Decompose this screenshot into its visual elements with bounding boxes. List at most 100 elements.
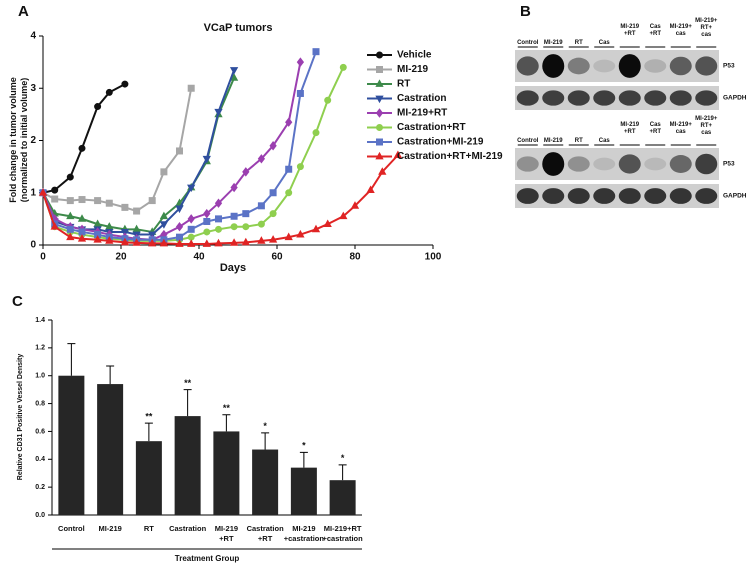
y-tick-label: 0.2 — [35, 484, 45, 491]
x-tick-label: MI-219 — [98, 524, 121, 533]
blot-band — [618, 188, 641, 204]
legend-label: Castration — [397, 93, 446, 104]
significance-label: * — [341, 453, 345, 463]
marker — [175, 239, 184, 247]
marker — [38, 188, 48, 196]
marker — [296, 57, 305, 67]
chart-title: VCaP tumors — [204, 22, 273, 34]
significance-label: ** — [184, 378, 192, 388]
bar — [290, 467, 317, 515]
x-tick-label: RT — [144, 524, 154, 533]
marker — [393, 150, 403, 159]
marker — [121, 203, 129, 211]
blot-band — [593, 59, 616, 73]
marker — [175, 205, 184, 214]
marker — [311, 224, 321, 233]
row-label: GAPDH — [723, 193, 747, 200]
marker — [296, 163, 304, 171]
blot-band — [516, 90, 539, 106]
marker — [50, 222, 59, 230]
y-tick-label: 3 — [30, 83, 36, 94]
marker — [51, 186, 59, 194]
y-tick-label: 0.4 — [35, 456, 45, 463]
marker — [230, 212, 238, 220]
marker — [202, 239, 211, 247]
marker — [175, 221, 184, 232]
blot-band — [567, 57, 590, 75]
marker — [187, 239, 196, 247]
significance-label: * — [263, 421, 267, 431]
marker — [187, 184, 196, 193]
blot-band — [516, 56, 539, 76]
marker — [66, 225, 74, 233]
marker — [187, 84, 195, 92]
line — [42, 83, 126, 194]
legend-marker — [375, 79, 384, 87]
marker — [378, 167, 387, 175]
marker — [339, 63, 347, 71]
row-label: P53 — [723, 63, 735, 70]
marker — [257, 220, 265, 228]
marker — [285, 117, 293, 127]
error-bar — [67, 343, 76, 376]
marker — [350, 201, 360, 209]
marker — [187, 233, 195, 241]
lane-label: Control — [517, 40, 539, 46]
significance-label: ** — [145, 411, 153, 421]
marker — [203, 208, 211, 219]
marker — [78, 144, 86, 152]
blot-band — [567, 188, 590, 204]
marker — [133, 207, 141, 215]
marker — [229, 67, 239, 75]
lane-label: Cas +RT — [649, 122, 661, 135]
blot-band — [644, 157, 667, 171]
row-label: GAPDH — [723, 95, 747, 102]
marker — [77, 214, 87, 222]
marker — [66, 197, 74, 205]
y-tick-label: 1.2 — [35, 345, 45, 352]
blot-band — [618, 90, 641, 106]
marker — [51, 195, 59, 203]
lane-label: MI-219+ cas — [670, 122, 693, 135]
marker — [339, 211, 348, 220]
marker — [78, 196, 86, 204]
marker — [269, 210, 277, 218]
marker — [285, 189, 293, 197]
blot-band — [669, 155, 692, 173]
y-tick-label: 0 — [30, 240, 36, 251]
lane-label: MI-219+ RT+ cas — [695, 116, 718, 136]
marker — [105, 88, 113, 96]
x-tick-label: MI-219 +RT — [215, 524, 238, 543]
lane-label: Cas — [599, 138, 611, 144]
blot-band — [695, 56, 718, 76]
marker — [214, 198, 223, 208]
marker — [105, 199, 113, 207]
bar — [135, 441, 162, 515]
blot-band — [542, 188, 565, 204]
bar — [97, 384, 124, 515]
bar — [58, 375, 85, 515]
blot-band — [644, 188, 667, 204]
blot-band — [644, 59, 667, 73]
x-tick-label: 100 — [425, 252, 442, 263]
marker — [148, 238, 157, 247]
legend-label: MI-219+RT — [397, 108, 447, 119]
marker — [257, 236, 266, 244]
x-tick-label: MI-219+RT +castration — [323, 524, 364, 543]
blot-band — [567, 90, 590, 106]
marker — [312, 48, 320, 56]
y-tick-label: 0.8 — [35, 400, 45, 407]
x-tick-label: 20 — [115, 252, 127, 263]
marker — [148, 197, 156, 205]
legend-label: Vehicle — [397, 50, 432, 61]
marker — [132, 238, 141, 246]
marker — [214, 108, 223, 117]
blot-band — [669, 90, 692, 106]
marker — [242, 210, 250, 218]
marker — [284, 232, 293, 241]
marker — [230, 223, 238, 231]
legend-label: Castration+MI-219 — [397, 137, 484, 148]
significance-label: ** — [223, 403, 231, 413]
bar — [174, 416, 201, 515]
marker — [120, 237, 130, 246]
